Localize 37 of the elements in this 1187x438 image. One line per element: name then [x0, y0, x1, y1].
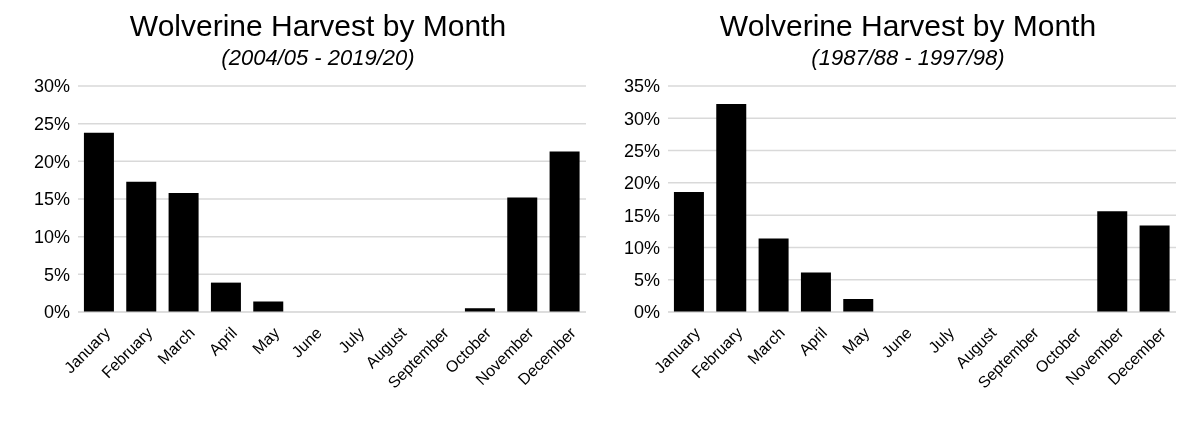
chart-title: Wolverine Harvest by Month — [718, 8, 1098, 44]
bar — [673, 191, 704, 312]
y-tick-label: 25% — [33, 114, 70, 135]
y-tick-label: 20% — [33, 151, 70, 172]
bar — [168, 192, 199, 312]
bar — [549, 151, 580, 312]
bar — [716, 104, 747, 312]
bar — [126, 181, 157, 312]
x-tick-label: July — [335, 324, 368, 357]
y-tick-label: 10% — [623, 237, 660, 258]
chart-subtitle: (2004/05 - 2019/20) — [220, 44, 416, 72]
y-tick-label: 15% — [623, 205, 660, 226]
y-tick-label: 10% — [33, 227, 70, 248]
bar — [1097, 211, 1128, 312]
y-tick-label: 5% — [633, 270, 660, 291]
bar — [843, 299, 874, 312]
x-tick-label: May — [839, 324, 873, 358]
bar — [210, 282, 241, 312]
x-tick-label: May — [249, 324, 283, 358]
bar — [800, 272, 831, 312]
bar — [758, 238, 789, 312]
y-tick-label: 15% — [33, 189, 70, 210]
y-tick-label: 35% — [623, 76, 660, 97]
bar — [507, 197, 538, 312]
y-tick-label: 0% — [43, 302, 70, 323]
bar — [83, 132, 114, 312]
y-tick-label: 25% — [623, 140, 660, 161]
y-tick-label: 0% — [633, 302, 660, 323]
x-tick-label: July — [925, 324, 958, 357]
y-tick-label: 30% — [623, 108, 660, 129]
chart-title: Wolverine Harvest by Month — [128, 8, 508, 44]
bar — [253, 301, 284, 312]
chart-subtitle: (1987/88 - 1997/98) — [810, 44, 1006, 72]
y-tick-label: 30% — [33, 76, 70, 97]
y-tick-label: 20% — [623, 173, 660, 194]
bar — [1139, 225, 1170, 312]
y-tick-label: 5% — [43, 264, 70, 285]
